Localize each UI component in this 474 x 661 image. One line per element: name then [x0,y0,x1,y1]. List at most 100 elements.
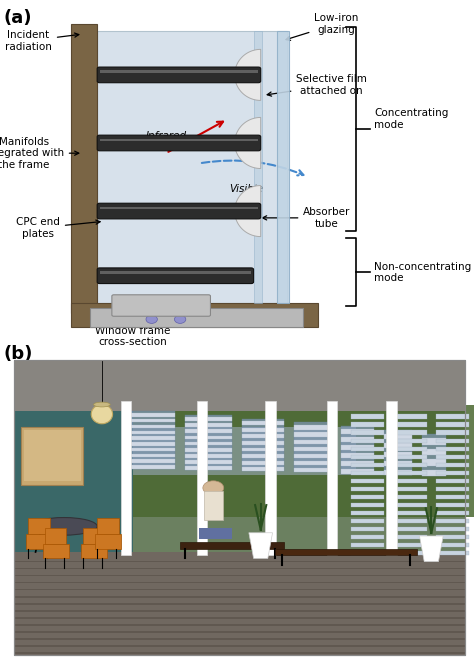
Bar [185,436,232,440]
Bar [436,511,469,515]
Bar [393,430,427,435]
Bar [422,449,446,455]
Bar [71,303,318,327]
Bar [121,401,131,555]
Bar [341,446,374,450]
Bar [14,582,465,584]
Bar [275,549,417,555]
Bar [14,596,465,598]
Bar [351,455,384,459]
Bar [393,511,427,515]
FancyBboxPatch shape [97,67,261,83]
Bar [393,486,427,491]
Bar [242,441,284,445]
Circle shape [146,315,157,323]
Ellipse shape [31,518,97,535]
Text: Window frame
cross-section: Window frame cross-section [95,311,171,347]
Bar [341,426,374,474]
Bar [393,463,427,467]
Bar [123,442,175,446]
Bar [327,401,337,555]
Bar [21,427,83,485]
Bar [242,428,284,432]
Bar [14,624,465,626]
Bar [436,422,469,427]
Bar [294,422,332,473]
Bar [123,430,175,434]
Bar [436,455,469,459]
FancyBboxPatch shape [97,268,254,284]
Bar [100,139,258,141]
Bar [436,471,469,475]
Bar [393,422,427,427]
Bar [436,479,469,483]
Bar [294,468,332,473]
Bar [123,413,175,416]
Bar [45,528,66,544]
Bar [393,414,427,419]
Bar [341,430,374,434]
Bar [436,502,469,507]
Bar [14,360,156,389]
Circle shape [174,315,186,323]
Bar [351,543,384,547]
Bar [265,401,276,555]
Bar [393,502,427,507]
Bar [393,479,427,483]
Bar [422,459,446,466]
Bar [28,518,50,534]
Text: (a): (a) [4,9,32,26]
Bar [351,527,384,531]
Bar [242,418,284,471]
Circle shape [203,481,224,495]
Bar [123,448,175,451]
Bar [197,401,207,555]
Polygon shape [249,533,273,559]
Bar [384,443,412,448]
Text: Manifolds
integrated with
the frame: Manifolds integrated with the frame [0,137,79,170]
Bar [393,494,427,499]
Bar [351,414,384,419]
Bar [185,417,232,421]
Bar [351,494,384,499]
Bar [341,453,374,458]
Bar [351,447,384,451]
Bar [393,527,427,531]
Bar [436,527,469,531]
Bar [14,453,133,549]
Bar [242,454,284,458]
Bar [393,471,427,475]
Bar [123,411,175,469]
Bar [422,434,446,477]
Text: Concentrating
mode: Concentrating mode [374,108,449,130]
Bar [351,422,384,427]
Bar [14,589,465,590]
Bar [14,360,133,654]
Bar [384,461,412,466]
FancyBboxPatch shape [112,295,210,316]
Text: CPC end
plates: CPC end plates [16,217,100,239]
Bar [351,486,384,491]
Bar [294,440,332,444]
Bar [436,486,469,491]
Text: Absorber
tube: Absorber tube [263,207,351,229]
Bar [294,447,332,451]
Bar [294,432,332,437]
Bar [118,405,474,517]
Bar [393,447,427,451]
Bar [294,425,332,430]
Bar [123,453,175,457]
Bar [123,459,175,463]
Bar [341,469,374,474]
Bar [123,465,175,469]
Bar [123,436,175,440]
Bar [14,631,465,633]
Bar [384,434,412,439]
Bar [24,430,81,481]
Bar [242,434,284,438]
Bar [436,535,469,539]
FancyBboxPatch shape [97,135,261,151]
Bar [204,491,223,520]
Bar [97,518,118,534]
Bar [100,207,258,210]
